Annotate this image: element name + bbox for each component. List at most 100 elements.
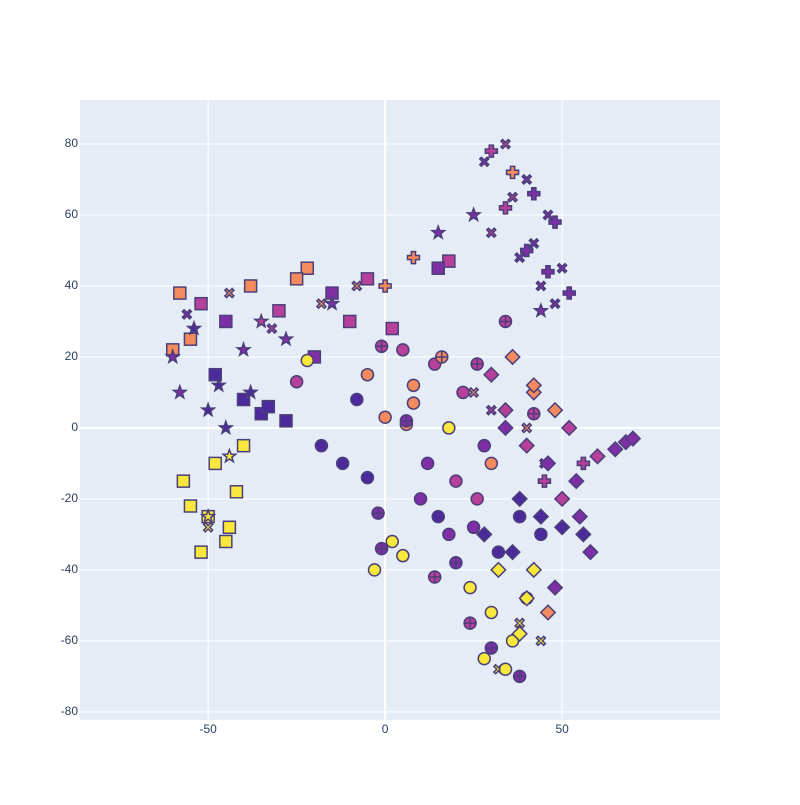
x-point (528, 237, 540, 249)
x-point (315, 298, 327, 310)
x-point (351, 280, 363, 292)
square-point (208, 367, 222, 382)
x-point (478, 156, 490, 168)
circle-point (477, 438, 491, 453)
x-point (535, 635, 547, 647)
diamond-point (560, 419, 578, 437)
square-point (431, 261, 445, 275)
x-point (514, 617, 526, 629)
diamond-point (606, 440, 624, 458)
circle-point (406, 378, 421, 393)
square-point (300, 261, 315, 275)
y-tick-label: 0 (71, 420, 78, 434)
diamond-point (475, 526, 493, 543)
circle-point (314, 438, 329, 453)
diamond-point (497, 419, 514, 437)
square-point (272, 304, 286, 318)
circle-point (420, 456, 435, 471)
circle-cross-lines (471, 358, 484, 371)
x-tick-label: 50 (555, 722, 569, 736)
circle-cross-lines (435, 350, 448, 363)
circle-cross-lines (485, 641, 498, 654)
circle-point (413, 492, 428, 506)
circle-point (335, 456, 350, 471)
x-point (521, 422, 533, 434)
diamond-point (624, 430, 642, 447)
diamond-point (483, 366, 500, 383)
square-point (236, 438, 251, 453)
circle-point (396, 548, 410, 563)
x-point (549, 298, 561, 310)
y-tick-label: 60 (65, 207, 79, 221)
cross-point (576, 456, 591, 471)
circle-point (396, 343, 410, 357)
star-point (277, 330, 295, 347)
circle-point (431, 509, 445, 524)
circle-point (498, 662, 513, 677)
cross-point (378, 279, 392, 293)
circle-point (385, 534, 399, 549)
circle-cross-lines (527, 407, 540, 420)
circle-point (300, 353, 315, 368)
y-tick-label: -20 (61, 491, 79, 505)
square-point (222, 520, 237, 535)
circle-cross-lines (375, 340, 388, 353)
square-point (183, 499, 198, 513)
star-point (164, 347, 182, 365)
square-point (360, 272, 375, 286)
cross-point (484, 144, 499, 158)
circle-point (442, 421, 456, 435)
diamond-point (504, 348, 521, 366)
circle-point (406, 396, 421, 410)
cross-point (406, 250, 421, 265)
circle-cross-point (435, 350, 449, 364)
circle-point (484, 456, 499, 471)
circle-cross-point (498, 314, 513, 329)
y-tick-label: 40 (65, 278, 79, 292)
circle-cross-lines (449, 556, 462, 569)
star-point (171, 383, 189, 400)
y-tick-label: -60 (61, 633, 79, 647)
cross-point (505, 165, 520, 180)
cross-point (548, 215, 562, 229)
diamond-point (525, 561, 543, 579)
diamond-point (553, 519, 571, 536)
cross-point (562, 286, 576, 300)
x-point (485, 404, 497, 416)
circle-point (512, 509, 527, 524)
diamond-point (568, 472, 585, 490)
cross-point (498, 201, 513, 215)
circle-cross-point (374, 339, 389, 354)
circle-cross-point (371, 506, 385, 520)
diamond-point (511, 625, 528, 643)
diamond-point (539, 455, 557, 472)
circle-cross-point (527, 406, 541, 421)
diamond-point (518, 437, 535, 454)
circle-point (463, 580, 477, 595)
circle-cross-lines (513, 670, 526, 683)
circle-point (360, 470, 375, 485)
diamond-point (582, 543, 599, 561)
y-tick-label: -80 (61, 704, 79, 718)
circle-cross-lines (464, 617, 477, 630)
diamond-point (511, 490, 528, 508)
square-point (183, 332, 198, 346)
star-point (465, 206, 483, 223)
square-point (219, 534, 233, 549)
star-point (242, 383, 259, 400)
square-point (261, 399, 276, 414)
y-tick-label: 20 (65, 349, 79, 363)
circle-cross-point (449, 556, 463, 570)
diamond-point (589, 448, 606, 465)
square-point (243, 279, 258, 293)
square-point (219, 314, 233, 329)
square-point (208, 456, 222, 471)
star-point (220, 447, 238, 464)
square-point (279, 414, 293, 428)
star-point (429, 223, 447, 240)
diamond-point (546, 579, 564, 596)
square-point (342, 314, 357, 329)
star-point (210, 376, 228, 393)
circle-point (449, 474, 463, 488)
